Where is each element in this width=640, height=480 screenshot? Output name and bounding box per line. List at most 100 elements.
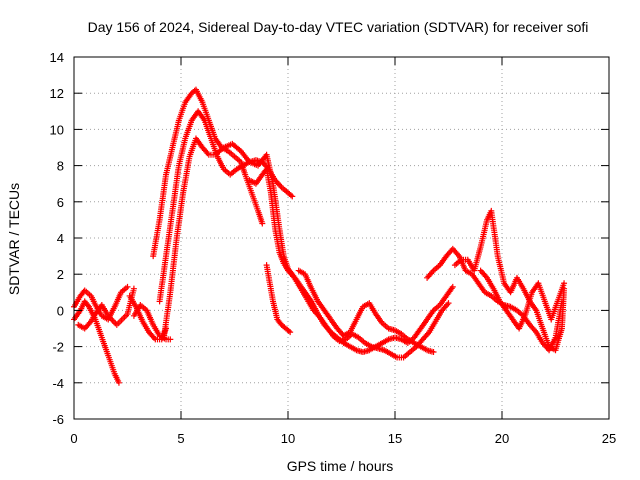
series-markers bbox=[83, 288, 93, 298]
series-markers bbox=[194, 137, 205, 149]
series-markers bbox=[412, 327, 423, 339]
series-markers bbox=[476, 281, 487, 294]
x-tick-label: 15 bbox=[388, 431, 402, 446]
series-markers bbox=[213, 145, 226, 157]
series-markers bbox=[215, 155, 226, 171]
series-markers bbox=[72, 308, 83, 321]
series-markers bbox=[548, 300, 560, 321]
y-tick-label: 4 bbox=[57, 231, 64, 246]
y-tick-label: -4 bbox=[52, 376, 64, 391]
series-markers bbox=[154, 336, 163, 343]
series-markers bbox=[342, 330, 352, 338]
series-markers bbox=[328, 318, 340, 330]
series-markers bbox=[213, 137, 224, 149]
series-track-9 bbox=[246, 166, 452, 361]
series-markers bbox=[230, 142, 243, 153]
series-markers bbox=[302, 273, 314, 290]
series-markers bbox=[99, 336, 111, 357]
y-tick-label: 14 bbox=[50, 50, 64, 65]
series-markers bbox=[239, 149, 252, 164]
series-markers bbox=[233, 154, 243, 164]
series-markers bbox=[176, 101, 188, 122]
series-markers bbox=[438, 254, 449, 267]
series-markers bbox=[419, 344, 429, 353]
series-markers bbox=[183, 91, 194, 104]
series-markers bbox=[483, 290, 493, 298]
series-markers bbox=[389, 351, 399, 360]
series-markers bbox=[406, 337, 416, 346]
series-markers bbox=[112, 372, 122, 384]
series-markers bbox=[361, 301, 371, 309]
y-tick-label: 10 bbox=[50, 122, 64, 137]
series-markers bbox=[281, 262, 290, 272]
y-tick-label: 2 bbox=[57, 267, 64, 282]
x-tick-label: 0 bbox=[70, 431, 77, 446]
series-markers bbox=[504, 308, 515, 321]
series-markers bbox=[72, 294, 83, 308]
series-track-10 bbox=[263, 262, 294, 336]
series-markers bbox=[348, 344, 358, 353]
series-markers bbox=[206, 119, 218, 140]
series-markers bbox=[276, 228, 287, 257]
series-layer bbox=[71, 86, 568, 386]
series-markers bbox=[387, 326, 397, 333]
series-markers bbox=[470, 272, 481, 285]
series-markers bbox=[427, 320, 438, 334]
plot-border bbox=[73, 56, 610, 420]
series-markers bbox=[440, 301, 451, 312]
x-axis-label: GPS time / hours bbox=[287, 458, 394, 474]
series-markers bbox=[138, 303, 149, 312]
series-markers bbox=[115, 312, 129, 327]
series-markers bbox=[393, 328, 403, 336]
series-markers bbox=[418, 318, 429, 330]
y-tick-label: -2 bbox=[52, 340, 64, 355]
series-markers bbox=[248, 159, 260, 168]
series-markers bbox=[363, 340, 373, 349]
series-markers bbox=[93, 318, 105, 339]
chart-title: Day 156 of 2024, Sidereal Day-to-day VTE… bbox=[88, 19, 589, 35]
series-markers bbox=[222, 167, 232, 177]
y-tick-label: 6 bbox=[57, 195, 64, 210]
series-markers bbox=[183, 119, 194, 140]
series-track-7 bbox=[156, 108, 296, 305]
series-markers bbox=[280, 323, 288, 331]
series-markers bbox=[516, 312, 528, 330]
series-markers bbox=[444, 285, 455, 298]
series-markers bbox=[460, 256, 469, 263]
series-markers bbox=[228, 167, 238, 177]
series-track-3 bbox=[75, 285, 137, 332]
series-markers bbox=[248, 178, 258, 186]
series-markers bbox=[275, 317, 284, 327]
series-markers bbox=[76, 322, 87, 331]
series-markers bbox=[254, 173, 265, 186]
series-markers bbox=[350, 331, 360, 340]
series-markers bbox=[331, 334, 341, 343]
series-markers bbox=[277, 251, 286, 265]
series-markers bbox=[344, 332, 354, 341]
series-track-11 bbox=[295, 267, 437, 356]
series-markers bbox=[305, 298, 316, 312]
series-markers bbox=[348, 318, 359, 334]
series-track-14 bbox=[477, 267, 568, 332]
series-markers bbox=[297, 268, 307, 277]
series-markers bbox=[547, 344, 557, 353]
series-markers bbox=[169, 164, 182, 212]
series-markers bbox=[264, 168, 274, 194]
series-markers bbox=[270, 300, 280, 321]
series-markers bbox=[193, 88, 205, 104]
series-markers bbox=[147, 330, 157, 341]
series-markers bbox=[387, 335, 397, 342]
series-markers bbox=[312, 308, 322, 320]
series-markers bbox=[400, 332, 410, 341]
series-markers bbox=[380, 337, 390, 346]
series-markers bbox=[536, 282, 548, 303]
series-markers bbox=[355, 347, 365, 355]
series-markers bbox=[338, 336, 348, 344]
series-markers bbox=[202, 119, 214, 140]
series-markers bbox=[169, 119, 182, 149]
series-markers bbox=[264, 153, 276, 185]
series-markers bbox=[190, 87, 198, 95]
series-markers bbox=[393, 335, 403, 342]
series-markers bbox=[555, 282, 567, 303]
